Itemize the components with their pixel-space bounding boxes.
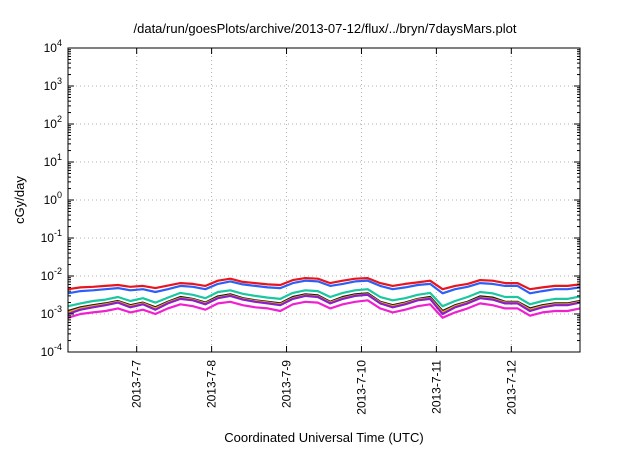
- y-tick-label: 103: [44, 76, 62, 93]
- y-tick-exponent: -2: [54, 266, 62, 276]
- grid: [68, 48, 580, 352]
- y-tick-base: 10: [44, 41, 58, 55]
- series-line-1: [67, 277, 581, 291]
- y-tick-base: 10: [44, 193, 58, 207]
- y-tick-base: 10: [44, 155, 58, 169]
- y-tick-label: 104: [44, 38, 62, 55]
- series-line-2: [67, 279, 581, 295]
- y-tick-base: 10: [41, 345, 55, 359]
- y-tick-base: 10: [41, 231, 55, 245]
- x-axis: 2013-7-7 2013-7-8 2013-7-9 2013-7-10 2013-7-…: [130, 48, 518, 415]
- y-tick-label: 100: [44, 190, 62, 207]
- chart-title: /data/run/goesPlots/archive/2013-07-12/f…: [134, 21, 517, 36]
- series-layer: [67, 277, 581, 319]
- x-tick-label: 2013-7-11: [429, 360, 443, 414]
- x-tick-label: 2013-7-8: [205, 360, 219, 408]
- y-tick-exponent: 3: [57, 76, 62, 86]
- y-tick-base: 10: [41, 269, 55, 283]
- series-line-7: [67, 299, 581, 319]
- y-axis-title: cGy/day: [12, 176, 27, 224]
- y-tick-exponent: -3: [54, 304, 62, 314]
- y-tick-exponent: 1: [57, 152, 62, 162]
- y-tick-label: 10-4: [41, 342, 62, 359]
- y-tick-label: 10-1: [41, 228, 62, 245]
- y-tick-exponent: -1: [54, 228, 62, 238]
- y-tick-base: 10: [41, 307, 55, 321]
- x-tick-label: 2013-7-10: [354, 360, 368, 415]
- series-line-3: [67, 288, 581, 308]
- y-tick-exponent: 2: [57, 114, 62, 124]
- x-tick-label: 2013-7-12: [504, 360, 518, 415]
- y-tick-base: 10: [44, 79, 58, 93]
- y-tick-exponent: 4: [57, 38, 62, 48]
- y-tick-label: 10-2: [41, 266, 62, 283]
- series-line-6: [67, 293, 581, 316]
- x-tick-label: 2013-7-9: [280, 360, 294, 408]
- y-tick-base: 10: [44, 117, 58, 131]
- x-axis-title: Coordinated Universal Time (UTC): [224, 430, 423, 445]
- y-tick-exponent: -4: [54, 342, 62, 352]
- y-tick-exponent: 0: [57, 190, 62, 200]
- y-tick-label: 102: [44, 114, 62, 131]
- y-tick-label: 10-3: [41, 304, 62, 321]
- x-tick-label: 2013-7-7: [130, 360, 144, 408]
- y-tick-label: 101: [44, 152, 62, 169]
